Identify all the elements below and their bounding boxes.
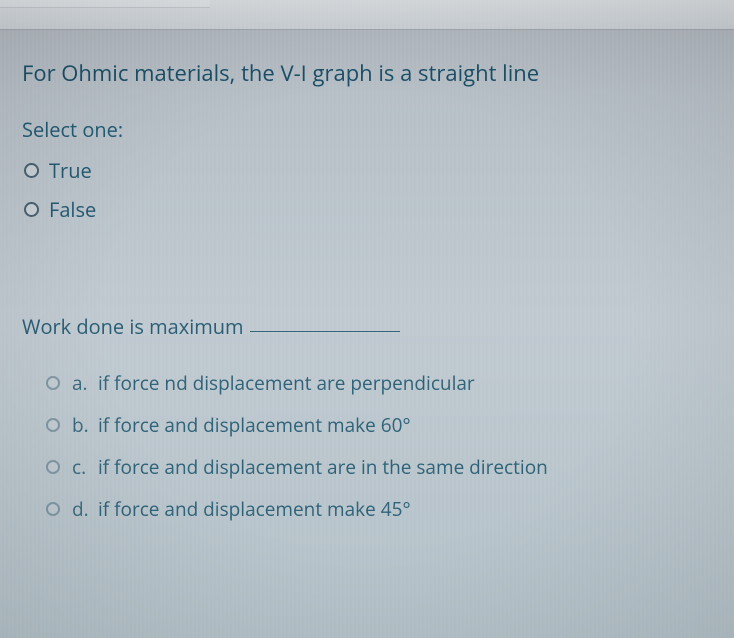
question-1-text: For Ohmic materials, the V-I graph is a … [22, 58, 712, 88]
option-letter: c. [72, 454, 98, 480]
question-1: For Ohmic materials, the V-I graph is a … [22, 58, 712, 223]
option-label: True [49, 157, 92, 184]
option-b[interactable]: b. if force and displacement make 60° [46, 412, 712, 438]
select-one-label: Select one: [22, 116, 712, 143]
question-2-stem: Work done is maximum [22, 313, 244, 340]
question-2: Work done is maximum a. if force nd disp… [22, 313, 712, 522]
option-text: if force and displacement make 60° [98, 412, 411, 438]
option-letter: b. [72, 412, 98, 438]
radio-icon[interactable] [46, 376, 60, 390]
option-c[interactable]: c. if force and displacement are in the … [46, 454, 712, 480]
question-2-options: a. if force nd displacement are perpendi… [22, 370, 712, 522]
tab-fragment [0, 0, 210, 8]
question-1-options: True False [22, 157, 712, 223]
option-text: if force and displacement make 45° [98, 496, 411, 522]
option-text: if force and displacement are in the sam… [98, 454, 548, 480]
radio-icon[interactable] [24, 202, 39, 217]
option-false[interactable]: False [24, 196, 712, 223]
radio-icon[interactable] [46, 460, 60, 474]
fill-blank-line [250, 331, 400, 332]
option-text: if force nd displacement are perpendicul… [98, 370, 475, 396]
option-true[interactable]: True [24, 157, 712, 184]
option-a[interactable]: a. if force nd displacement are perpendi… [46, 370, 712, 396]
radio-icon[interactable] [46, 418, 60, 432]
quiz-content: For Ohmic materials, the V-I graph is a … [0, 30, 734, 558]
browser-tab-strip [0, 0, 734, 30]
radio-icon[interactable] [24, 163, 39, 178]
option-label: False [49, 196, 96, 223]
option-d[interactable]: d. if force and displacement make 45° [46, 496, 712, 522]
option-letter: a. [72, 370, 98, 396]
option-letter: d. [72, 496, 98, 522]
radio-icon[interactable] [46, 502, 60, 516]
question-2-text: Work done is maximum [22, 313, 712, 340]
